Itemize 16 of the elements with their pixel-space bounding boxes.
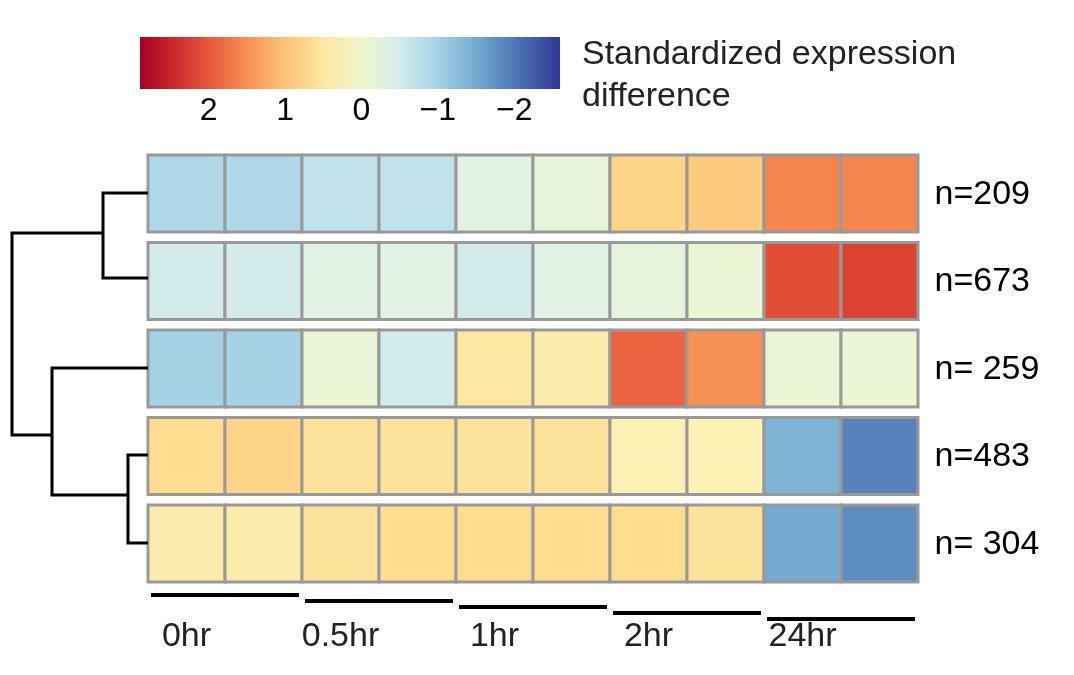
y-tick-label: n=673 <box>934 260 1030 298</box>
y-tick-label: n= 259 <box>934 347 1040 386</box>
x-tick-label: 24hr <box>768 614 837 653</box>
y-tick-label: n=209 <box>934 172 1030 211</box>
y-tick-label: n= 304 <box>934 522 1040 561</box>
color-bar-label: −1 <box>419 91 457 127</box>
color-bar-label: 1 <box>276 91 294 127</box>
x-tick-label: 0hr <box>161 614 212 653</box>
y-tick-label: n=483 <box>934 435 1030 473</box>
x-tick-label: 0.5hr <box>301 614 380 653</box>
color-bar-title: Standardized expression difference <box>582 33 957 113</box>
color-bar-label: −2 <box>495 91 533 127</box>
color-bar-label: 0 <box>352 91 371 127</box>
x-tick-label: 1hr <box>469 614 520 653</box>
x-tick-label: 2hr <box>623 614 674 653</box>
color-bar-label: 2 <box>199 91 218 127</box>
